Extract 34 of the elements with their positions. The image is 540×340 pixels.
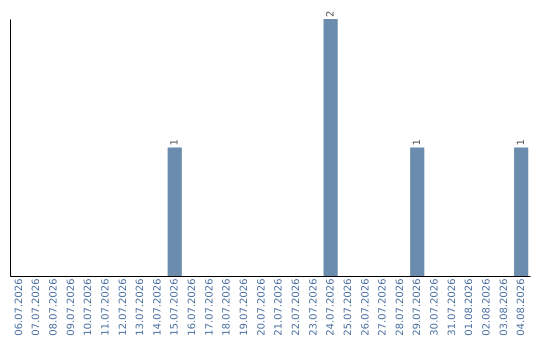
- x-tick-label: 24.07.2026: [326, 278, 337, 336]
- x-tick-label: 22.07.2026: [290, 278, 302, 336]
- x-tick-label: 23.07.2026: [308, 278, 320, 336]
- x-tick-label: 21.07.2026: [274, 278, 285, 336]
- x-tick-label: 28.07.2026: [394, 278, 406, 336]
- x-tick-label: 16.07.2026: [187, 278, 198, 336]
- x-tick-label: 01.08.2026: [464, 278, 476, 336]
- x-tick-label: 13.07.2026: [135, 278, 146, 336]
- x-tick-label: 20.07.2026: [256, 278, 268, 336]
- x-tick-label: 18.07.2026: [222, 278, 233, 336]
- x-tick-label: 25.07.2026: [342, 278, 354, 336]
- x-tick-label: 12.07.2026: [118, 278, 129, 336]
- x-tick-label: 14.07.2026: [152, 278, 164, 336]
- x-tick-label: 29.07.2026: [412, 278, 424, 336]
- x-tick-label: 17.07.2026: [204, 278, 216, 336]
- data-label: 1: [516, 139, 528, 146]
- x-tick-label: 27.07.2026: [378, 278, 389, 336]
- x-tick-label: 15.07.2026: [170, 278, 181, 336]
- x-tick-label: 09.07.2026: [66, 278, 77, 336]
- x-tick-label: 03.08.2026: [498, 278, 510, 336]
- x-tick-label: 06.07.2026: [14, 278, 25, 336]
- x-tick-label: 19.07.2026: [239, 278, 250, 336]
- x-tick-label: 08.07.2026: [48, 278, 60, 336]
- x-tick-label: 04.08.2026: [516, 278, 528, 336]
- data-label: 1: [412, 139, 424, 146]
- x-tick-label: 10.07.2026: [83, 278, 94, 336]
- x-tick-label: 07.07.2026: [31, 278, 42, 336]
- x-tick-label: 31.07.2026: [446, 278, 458, 336]
- x-tick-label: 11.07.2026: [100, 278, 112, 336]
- data-label: 2: [326, 10, 337, 17]
- x-tick-label: 30.07.2026: [430, 278, 441, 336]
- data-label: 1: [170, 139, 181, 146]
- x-tick-label: 26.07.2026: [360, 278, 372, 336]
- x-tick-label: 02.08.2026: [482, 278, 493, 336]
